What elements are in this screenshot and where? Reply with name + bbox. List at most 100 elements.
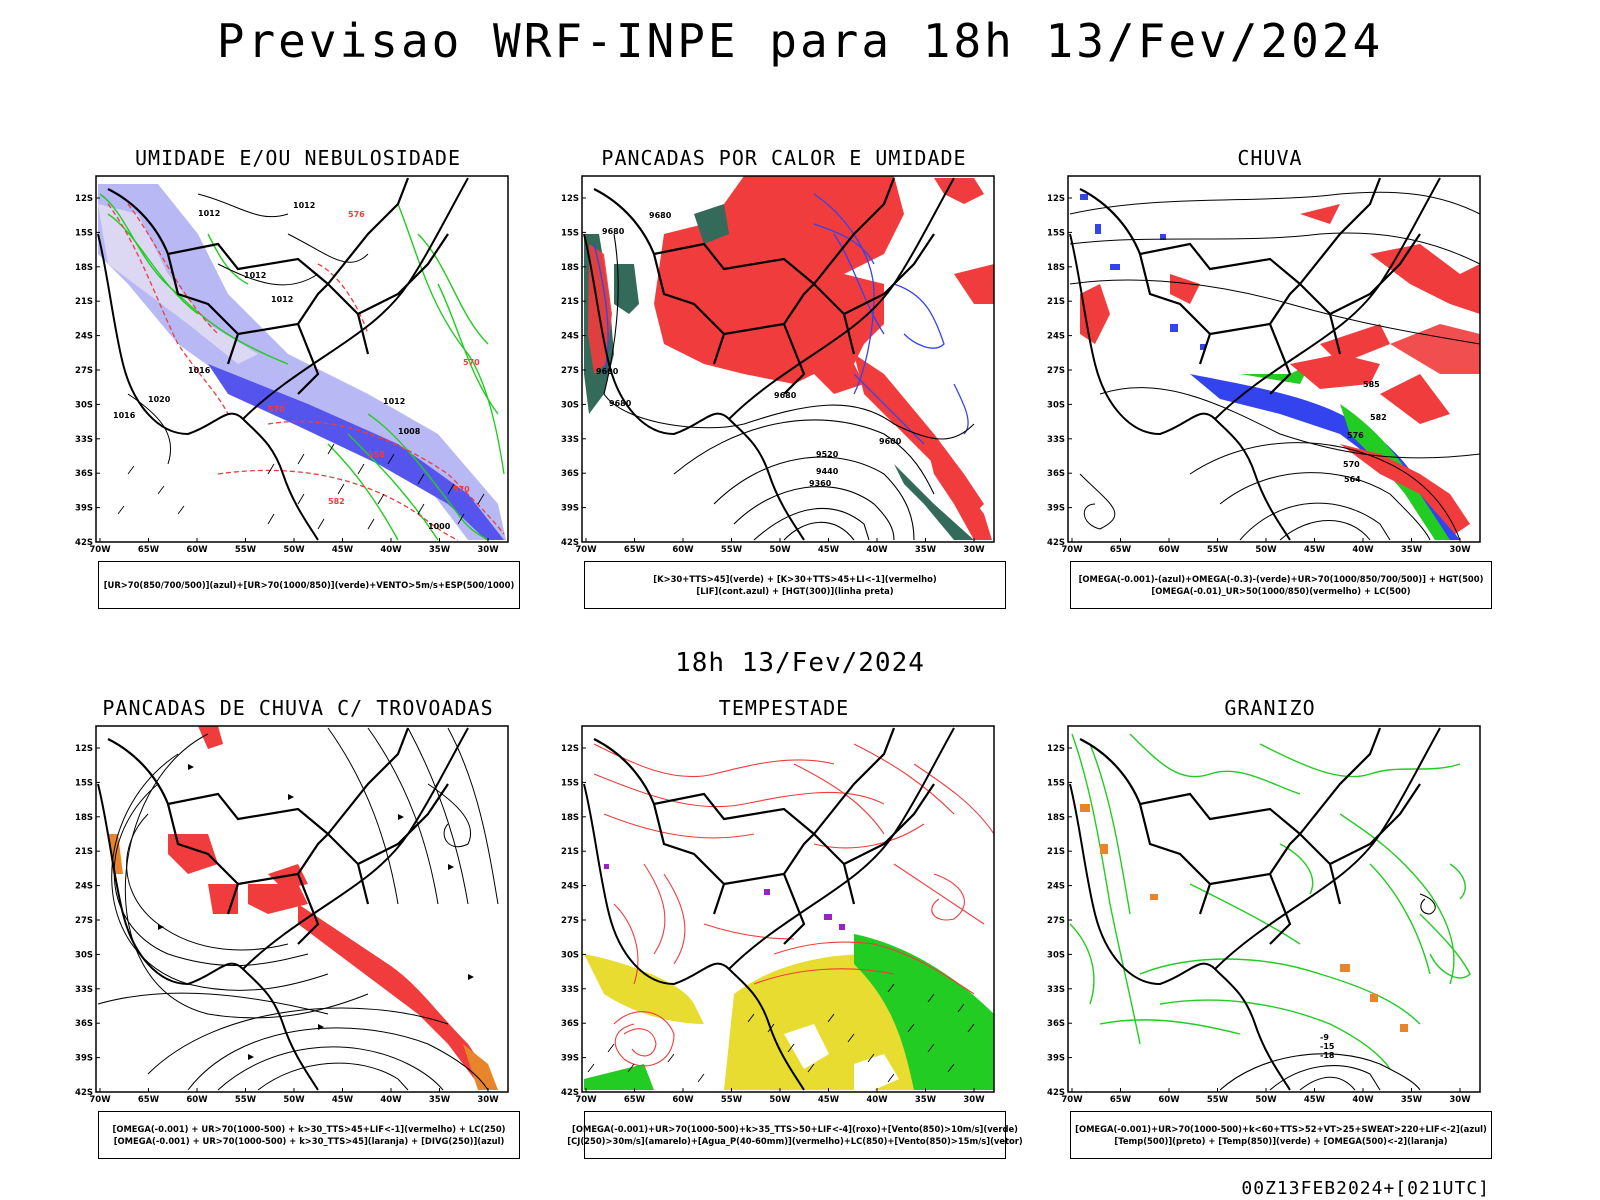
- lon-label: 45W: [1304, 545, 1326, 555]
- lat-label: 42S: [75, 1088, 93, 1098]
- lat-label: 30S: [75, 400, 93, 410]
- lat-label: 21S: [561, 847, 579, 857]
- lon-label: 55W: [721, 1095, 743, 1105]
- svg-text:1012: 1012: [244, 271, 266, 280]
- svg-text:570: 570: [463, 358, 480, 367]
- svg-text:1016: 1016: [188, 366, 211, 375]
- legend-umidade: [UR>70(850/700/500)](azul)+[UR>70(1000/8…: [98, 561, 520, 609]
- legend-line-1: [K>30+TTS>45](verde) + [K>30+TTS>45+LI<-…: [653, 574, 937, 584]
- lat-label: 27S: [1047, 366, 1065, 376]
- lat-label: 18S: [75, 813, 93, 823]
- lat-label: 30S: [1047, 950, 1065, 960]
- lon-label: 65W: [138, 545, 160, 555]
- lat-label: 33S: [1047, 435, 1065, 445]
- lon-label: 70W: [575, 545, 597, 555]
- panel-title: TEMPESTADE: [718, 696, 850, 720]
- lat-label: 12S: [75, 744, 93, 754]
- lat-label: 39S: [1047, 1054, 1065, 1064]
- lon-label: 40W: [380, 1095, 402, 1105]
- legend-line-1: [OMEGA(-0.001)+UR>70(1000-500)+k<60+TTS>…: [1075, 1124, 1487, 1134]
- svg-text:558: 558: [368, 450, 385, 459]
- lat-label: 33S: [75, 435, 93, 445]
- lat-label: 42S: [561, 538, 579, 548]
- lat-label: 36S: [75, 469, 93, 479]
- svg-text:1000: 1000: [428, 522, 451, 531]
- panel-umidade: UMIDADE E/OU NEBULOSIDADE: [68, 146, 528, 616]
- svg-text:9520: 9520: [816, 450, 839, 459]
- lat-label: 42S: [75, 538, 93, 548]
- lat-label: 15S: [75, 228, 93, 238]
- lon-label: 50W: [283, 1095, 305, 1105]
- panel-title: UMIDADE E/OU NEBULOSIDADE: [134, 146, 462, 170]
- panel-chuva: CHUVA 585 5: [1040, 146, 1500, 616]
- lat-label: 24S: [561, 882, 579, 892]
- lat-label: 18S: [1047, 263, 1065, 273]
- lon-label: 60W: [1158, 545, 1180, 555]
- legend-line-1: [OMEGA(-0.001)+UR>70(1000-500)+k>35_TTS>…: [572, 1124, 1018, 1134]
- lon-label: 35W: [1401, 1095, 1423, 1105]
- lon-label: 45W: [818, 545, 840, 555]
- lat-label: 12S: [1047, 194, 1065, 204]
- lat-label: 15S: [1047, 778, 1065, 788]
- svg-text:576: 576: [348, 210, 365, 219]
- svg-text:1012: 1012: [293, 201, 315, 210]
- legend-line-2: [Temp(500)](preto) + [Temp(850)](verde) …: [1114, 1136, 1448, 1146]
- lon-label: 50W: [283, 545, 305, 555]
- lat-label: 36S: [561, 1019, 579, 1029]
- lon-label: 35W: [1401, 545, 1423, 555]
- lon-label: 60W: [672, 545, 694, 555]
- svg-text:1012: 1012: [383, 397, 405, 406]
- lon-label: 35W: [915, 1095, 937, 1105]
- lat-label: 21S: [1047, 297, 1065, 307]
- lat-label: 36S: [75, 1019, 93, 1029]
- svg-text:564: 564: [1344, 475, 1361, 484]
- lat-label: 39S: [561, 504, 579, 514]
- lat-label: 42S: [1047, 538, 1065, 548]
- lat-label: 36S: [1047, 469, 1065, 479]
- lon-label: 50W: [1255, 1095, 1277, 1105]
- lat-label: 39S: [75, 504, 93, 514]
- lat-label: 12S: [1047, 744, 1065, 754]
- lon-label: 40W: [380, 545, 402, 555]
- lat-label: 36S: [1047, 1019, 1065, 1029]
- lat-label: 39S: [75, 1054, 93, 1064]
- lat-label: 33S: [75, 985, 93, 995]
- svg-text:9360: 9360: [809, 479, 832, 488]
- lat-label: 21S: [75, 297, 93, 307]
- lat-label: 27S: [561, 366, 579, 376]
- lat-label: 24S: [561, 332, 579, 342]
- lat-label: 24S: [1047, 882, 1065, 892]
- lat-label: 21S: [561, 297, 579, 307]
- panel-title: PANCADAS DE CHUVA C/ TROVOADAS: [102, 696, 494, 720]
- svg-text:570: 570: [453, 485, 470, 494]
- lon-label: 45W: [818, 1095, 840, 1105]
- legend-line-2: [OMEGA(-0.001) + UR>70(1000-500) + k>30_…: [113, 1136, 505, 1146]
- panel-pancadas-calor: PANCADAS POR CALOR E UMIDADE: [554, 146, 1014, 616]
- lon-label: 60W: [186, 1095, 208, 1105]
- lat-label: 33S: [561, 435, 579, 445]
- lon-label: 60W: [186, 545, 208, 555]
- lon-label: 35W: [429, 545, 451, 555]
- lat-label: 21S: [1047, 847, 1065, 857]
- legend-tempestade: [OMEGA(-0.001)+UR>70(1000-500)+k>35_TTS>…: [567, 1111, 1023, 1159]
- lon-label: 55W: [235, 545, 257, 555]
- lon-label: 70W: [1061, 1095, 1083, 1105]
- svg-text:585: 585: [1363, 380, 1380, 389]
- svg-text:1020: 1020: [148, 395, 171, 404]
- lon-label: 70W: [89, 545, 111, 555]
- svg-text:582: 582: [1370, 413, 1387, 422]
- svg-text:1016: 1016: [113, 411, 136, 420]
- lon-label: 30W: [1449, 545, 1471, 555]
- map-chuva: 585 582 576 570 564 12S 15S 18S 21S 24S 27S 30…: [1047, 175, 1481, 555]
- lon-label: 50W: [769, 1095, 791, 1105]
- lon-label: 45W: [332, 545, 354, 555]
- lon-label: 65W: [1110, 1095, 1132, 1105]
- lat-label: 15S: [1047, 228, 1065, 238]
- lon-label: 30W: [963, 1095, 985, 1105]
- legend-chuva: [OMEGA(-0.001)-(azul)+OMEGA(-0.3)-(verde…: [1070, 561, 1492, 609]
- lon-label: 45W: [1304, 1095, 1326, 1105]
- lat-label: 36S: [561, 469, 579, 479]
- legend-line-2: [OMEGA(-0.01)_UR>50(1000/850)(vermelho) …: [1151, 586, 1411, 596]
- panel-title: CHUVA: [1237, 146, 1303, 170]
